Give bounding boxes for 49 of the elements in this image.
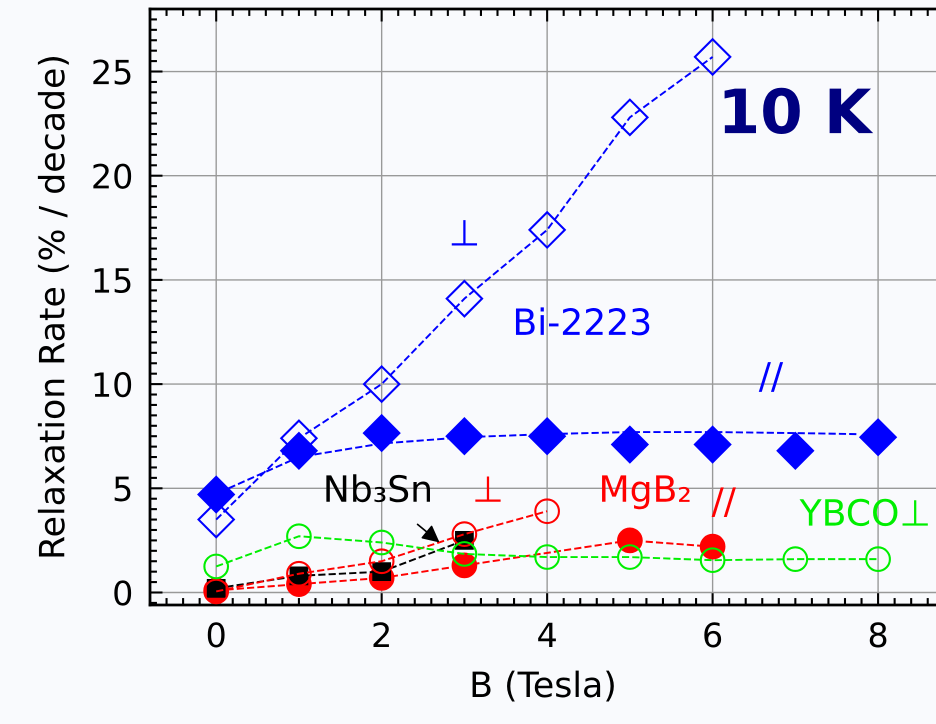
point: [534, 544, 560, 570]
point: [446, 417, 484, 455]
point: [286, 523, 312, 550]
point: [859, 418, 897, 456]
point: [694, 38, 732, 76]
annotation: 10 K: [724, 88, 874, 134]
point: [197, 476, 235, 514]
point: [203, 554, 230, 580]
annotation: //: [758, 362, 784, 392]
point: [446, 280, 484, 318]
y-tick-label: 0: [114, 580, 132, 606]
x-axis-title: B (Tesla): [472, 670, 614, 702]
point: [694, 426, 732, 464]
point: [528, 417, 566, 455]
y-tick-label: 5: [114, 476, 130, 502]
y-tick-label: 20: [93, 164, 132, 189]
x-tick-label: 8: [870, 622, 886, 648]
point: [617, 544, 643, 570]
annotation: ⊥: [475, 476, 501, 502]
point: [611, 98, 649, 136]
point: [782, 546, 808, 572]
x-tick-label: 6: [704, 622, 722, 648]
point: [534, 498, 560, 524]
x-tick-label: 2: [374, 622, 389, 647]
point: [617, 528, 643, 554]
point: [362, 414, 400, 452]
point: [286, 560, 312, 587]
y-tick-label: 25: [93, 59, 130, 85]
point: [368, 548, 395, 574]
x-tick-label: 4: [538, 622, 556, 647]
point: [528, 211, 566, 249]
point: [368, 530, 395, 556]
y-tick-label: 10: [94, 372, 132, 398]
point: [452, 541, 478, 567]
annotation: //: [712, 487, 736, 517]
point: [865, 546, 891, 572]
point: [700, 547, 726, 574]
annotation: Nb₃Sn: [326, 474, 430, 502]
point: [362, 365, 400, 403]
x-tick-label: 0: [208, 622, 225, 648]
point: [776, 432, 814, 470]
point: [611, 426, 649, 464]
y-tick-label: 15: [94, 268, 130, 294]
annotation: ⊥: [452, 220, 478, 246]
annotation: Bi-2223: [516, 307, 650, 336]
annotation: YBCO⊥: [800, 498, 928, 526]
y-axis-title: Relaxation Rate (% / decade): [38, 57, 69, 557]
point: [452, 521, 478, 547]
annotation: MgB₂: [602, 475, 690, 510]
